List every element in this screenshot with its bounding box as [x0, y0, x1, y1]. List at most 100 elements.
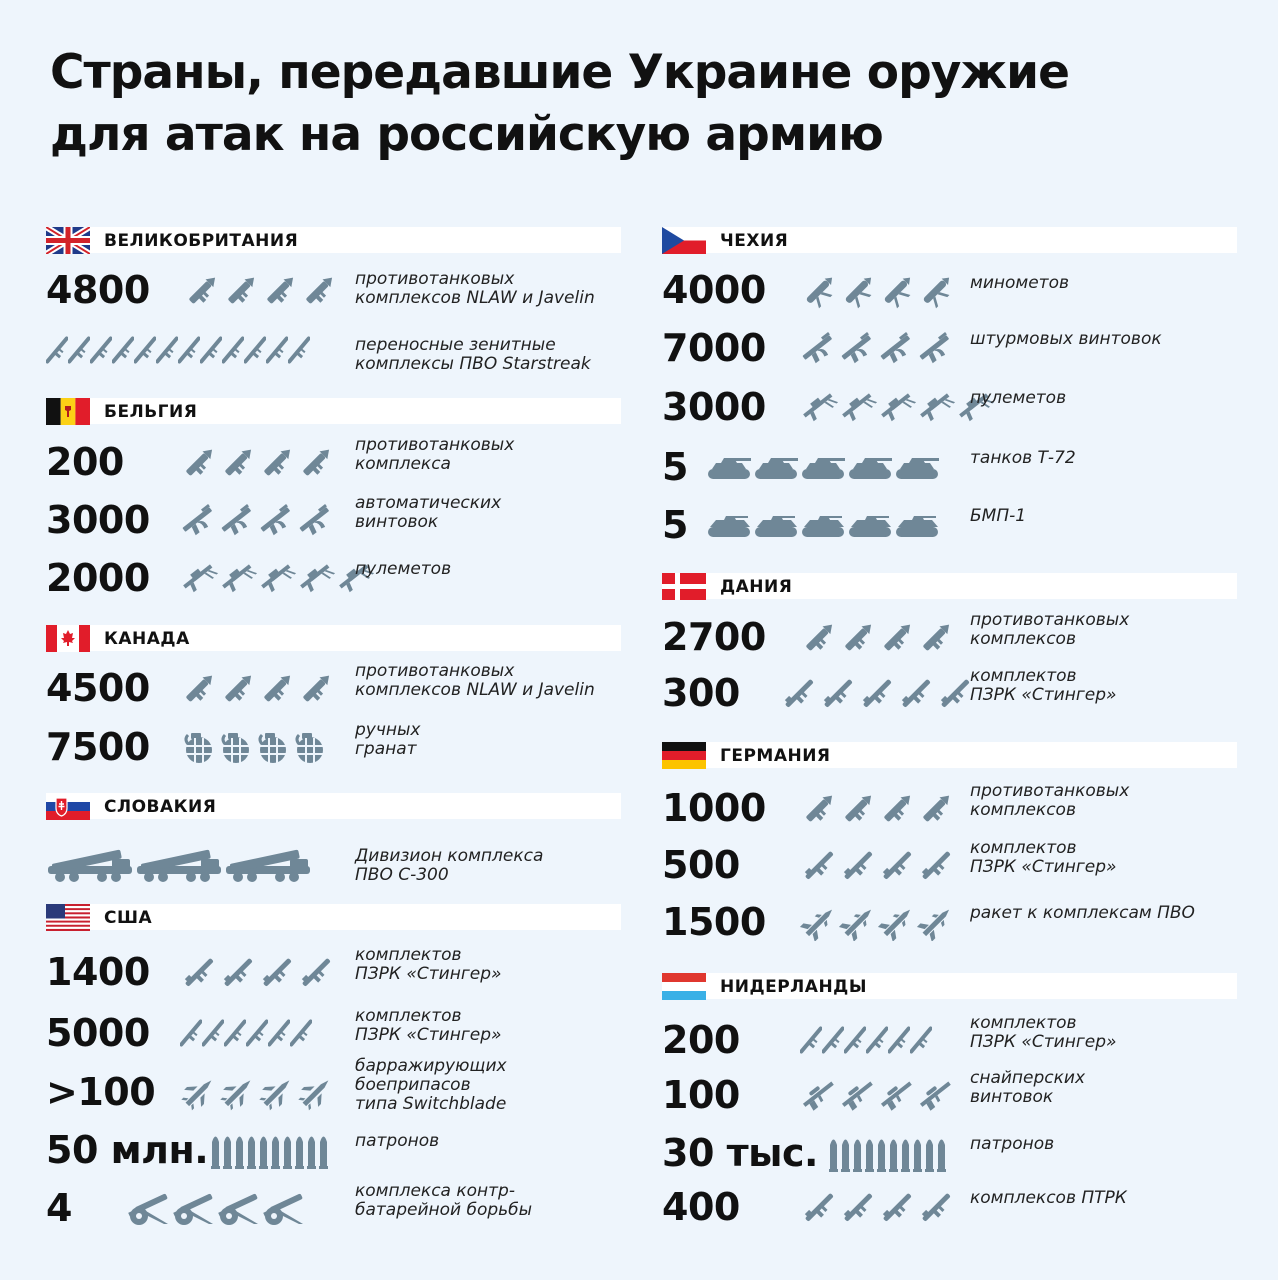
weapon-row: 3000 пулеметов — [662, 387, 1252, 427]
cartridge-icon — [271, 1136, 280, 1169]
cartridge-icon — [877, 1139, 886, 1172]
icon-group — [126, 1188, 305, 1228]
quantity: 30 тыс. — [662, 1131, 818, 1175]
weapon-row: 500 комплектов ПЗРК «Стингер» — [662, 839, 1252, 886]
manpads-icon — [268, 1019, 290, 1047]
missile-icon — [839, 909, 872, 941]
stinger-icon — [184, 958, 214, 987]
description-line: БМП-1 — [970, 506, 1027, 526]
title-line-1: Страны, передавшие Украине оружие — [50, 45, 1070, 100]
description-line: комплексов — [970, 800, 1076, 820]
antitank-launcher-icon — [186, 675, 213, 702]
quantity: 7500 — [46, 725, 150, 769]
weapon-row: 1500 ракет к комплексам ПВО — [662, 902, 1252, 942]
weapon-description: барражирующих боеприпасов типа Switchblade — [355, 1057, 507, 1114]
country-name: ДАНИЯ — [720, 577, 793, 597]
stinger-icon — [823, 679, 853, 708]
ifv-icon — [849, 516, 891, 537]
weapon-description: противотанковых комплексов NLAW и Javelin — [355, 270, 595, 308]
weapon-row: Дивизион комплекса ПВО С-300 — [46, 845, 636, 885]
weapon-row: 1400 комплектов ПЗРК «Стингер» — [46, 946, 636, 993]
country-header-belgium: БЕЛЬГИЯ — [46, 398, 621, 425]
weapon-description: БМП-1 — [970, 507, 1026, 526]
weapon-row: 1000 противотанковых комплексов — [662, 782, 1252, 829]
cartridge-icon — [901, 1139, 910, 1172]
weapon-row: 4800 противотанковых комплексов NLAW и Jav… — [46, 270, 636, 311]
description-line: ПЗРК «Стингер» — [970, 685, 1117, 705]
weapon-row: 4500 противотанковых комплексов NLAW и Jav… — [46, 662, 636, 709]
weapon-row: >100 барражирующих боеприпасов типа Switchb… — [46, 1057, 636, 1114]
country-name: ГЕРМАНИЯ — [720, 746, 831, 766]
weapon-row: 200 комплектов ПЗРК «Стингер» — [662, 1014, 1252, 1061]
weapon-description: Дивизион комплекса ПВО С-300 — [355, 847, 543, 885]
machine-gun-icon — [261, 564, 296, 593]
antitank-launcher-icon — [306, 277, 333, 304]
switchblade-icon — [298, 1080, 329, 1111]
machine-gun-icon — [920, 393, 955, 422]
description-line: винтовок — [970, 1087, 1054, 1107]
assault-rifle-icon — [221, 504, 251, 536]
manpads-icon — [244, 336, 266, 364]
description-line: пулеметов — [970, 388, 1067, 408]
icon-group — [780, 673, 974, 713]
cartridge-icon — [283, 1136, 292, 1169]
country-header-canada: КАНАДА — [46, 625, 621, 652]
description-line: комплекса — [355, 454, 451, 474]
weapon-description: комплексов ПТРК — [970, 1189, 1127, 1208]
cartridge-icon — [829, 1139, 838, 1172]
manpads-icon — [246, 1019, 268, 1047]
machine-gun-icon — [339, 564, 374, 593]
weapon-description: комплектов ПЗРК «Стингер» — [970, 667, 1117, 705]
mortar-icon — [806, 277, 833, 309]
cartridge-icon — [937, 1139, 946, 1172]
howitzer-icon — [173, 1193, 213, 1225]
country-name: КАНАДА — [104, 629, 190, 649]
description-line: винтовок — [355, 512, 439, 532]
description-line: ПЗРК «Стингер» — [355, 964, 502, 984]
description-line: противотанковых — [355, 661, 515, 681]
weapon-row: 5 танков Т-72 — [662, 447, 1252, 487]
stinger-icon — [843, 851, 873, 880]
description-line: комплексов ПТРК — [970, 1188, 1127, 1208]
icon-group — [800, 328, 955, 368]
missile-icon — [878, 909, 911, 941]
weapon-row: 5 БМП-1 — [662, 505, 1252, 545]
tank-icon — [755, 458, 798, 479]
machine-gun-icon — [803, 393, 838, 422]
tank-icon — [802, 458, 845, 479]
weapon-description: танков Т-72 — [970, 449, 1076, 468]
machine-gun-icon — [300, 564, 335, 593]
quantity: 5 — [662, 503, 688, 547]
manpads-icon — [222, 336, 244, 364]
stinger-icon — [262, 958, 292, 987]
icon-group — [180, 727, 327, 767]
flag-netherlands-icon — [662, 973, 706, 1000]
description-line: комплектов — [970, 838, 1077, 858]
icon-group — [210, 1130, 329, 1170]
s300-launcher-icon — [226, 849, 310, 882]
grenade-icon — [258, 733, 286, 763]
country-header-czech: ЧЕХИЯ — [662, 227, 1237, 254]
icon-group — [800, 1075, 955, 1115]
ifv-icon — [802, 516, 844, 537]
manpads-icon — [90, 336, 112, 364]
stinger-icon — [804, 1193, 834, 1222]
description-line: комплексов NLAW и Javelin — [355, 288, 595, 308]
description-line: ракет к комплексам ПВО — [970, 903, 1195, 923]
description-line: минометов — [970, 273, 1069, 293]
tank-icon — [849, 458, 892, 479]
quantity: >100 — [46, 1070, 156, 1114]
description-line: противотанковых — [355, 435, 515, 455]
cartridge-icon — [259, 1136, 268, 1169]
description-line: противотанковых — [970, 781, 1130, 801]
description-line: комплекса контр- — [355, 1181, 515, 1201]
antitank-launcher-icon — [264, 675, 291, 702]
stinger-icon — [784, 679, 814, 708]
weapon-description: комплектов ПЗРК «Стингер» — [355, 1007, 502, 1045]
weapon-description: противотанковых комплекса — [355, 436, 514, 474]
flag-uk-icon — [46, 227, 90, 254]
grenade-icon — [184, 733, 212, 763]
weapon-description: минометов — [970, 274, 1069, 293]
sniper-rifle-icon — [841, 1081, 873, 1111]
stinger-icon — [223, 958, 253, 987]
